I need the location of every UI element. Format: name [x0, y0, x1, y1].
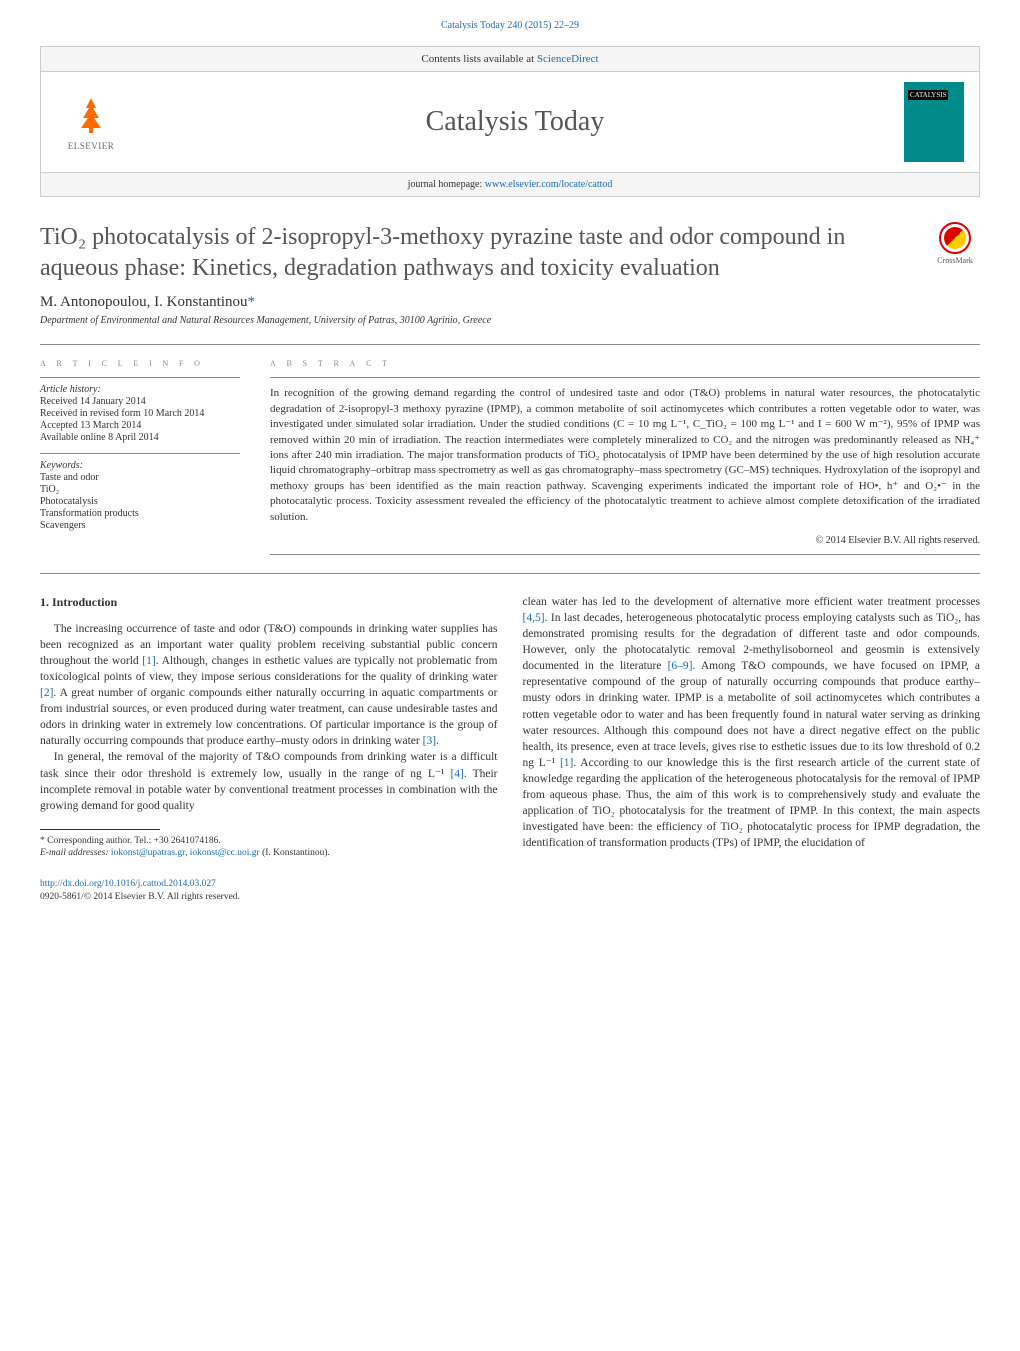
citation-link[interactable]: [2]	[40, 687, 53, 699]
doi-block: http://dx.doi.org/10.1016/j.cattod.2014.…	[40, 878, 498, 905]
corresponding-footnote: * Corresponding author. Tel.: +30 264107…	[40, 835, 498, 847]
doi-link[interactable]: http://dx.doi.org/10.1016/j.cattod.2014.…	[40, 879, 216, 889]
body-columns: 1. Introduction The increasing occurrenc…	[40, 594, 980, 904]
citation-link[interactable]: [6–9]	[668, 660, 693, 672]
abstract-bottom-rule	[270, 554, 980, 555]
keywords-head: Keywords:	[40, 460, 240, 471]
info-abstract-row: a r t i c l e i n f o Article history: R…	[40, 357, 980, 555]
homepage-link[interactable]: www.elsevier.com/locate/cattod	[485, 179, 613, 190]
elsevier-tree-icon	[71, 93, 111, 141]
article-title: TiO₂ photocatalysis of 2-isopropyl-3-met…	[40, 222, 915, 284]
abstract-head: a b s t r a c t	[270, 357, 980, 369]
accepted-date: Accepted 13 March 2014	[40, 420, 240, 431]
email-link[interactable]: iokonst@cc.uoi.gr	[190, 848, 260, 858]
article-history: Article history: Received 14 January 201…	[40, 384, 240, 443]
article-info-head: a r t i c l e i n f o	[40, 357, 240, 369]
citation-link[interactable]: [4]	[450, 768, 463, 780]
footnotes: * Corresponding author. Tel.: +30 264107…	[40, 835, 498, 860]
corresponding-mark[interactable]: *	[248, 294, 256, 310]
email-link[interactable]: iokonst@upatras.gr	[111, 848, 185, 858]
citation-link[interactable]: [4,5]	[523, 612, 545, 624]
received-date: Received 14 January 2014	[40, 396, 240, 407]
right-column: clean water has led to the development o…	[523, 594, 981, 904]
elsevier-logo: ELSEVIER	[56, 87, 126, 157]
abstract-text: In recognition of the growing demand reg…	[270, 386, 980, 525]
homepage-label: journal homepage:	[408, 179, 485, 190]
affiliation: Department of Environmental and Natural …	[40, 315, 980, 326]
author-names: M. Antonopoulou, I. Konstantinou	[40, 294, 248, 310]
keyword: Transformation products	[40, 508, 240, 519]
left-column: 1. Introduction The increasing occurrenc…	[40, 594, 498, 904]
info-rule	[40, 377, 240, 378]
footnote-rule	[40, 829, 160, 830]
sciencedirect-link[interactable]: ScienceDirect	[537, 53, 599, 65]
divider	[40, 344, 980, 345]
intro-heading: 1. Introduction	[40, 594, 498, 611]
article-info-column: a r t i c l e i n f o Article history: R…	[40, 357, 240, 555]
keyword: Photocatalysis	[40, 496, 240, 507]
citation-link[interactable]: [1]	[560, 757, 573, 769]
contents-bar: Contents lists available at ScienceDirec…	[41, 47, 979, 72]
authors-line: M. Antonopoulou, I. Konstantinou*	[40, 294, 980, 311]
elsevier-label: ELSEVIER	[68, 141, 115, 151]
keyword: TiO₂	[40, 484, 240, 495]
homepage-bar: journal homepage: www.elsevier.com/locat…	[41, 172, 979, 196]
keyword: Scavengers	[40, 520, 240, 531]
history-head: Article history:	[40, 384, 240, 395]
citation-link[interactable]: [1]	[142, 655, 155, 667]
keyword: Taste and odor	[40, 472, 240, 483]
crossmark-icon	[939, 222, 971, 254]
journal-header-box: Contents lists available at ScienceDirec…	[40, 46, 980, 197]
abstract-copyright: © 2014 Elsevier B.V. All rights reserved…	[270, 535, 980, 546]
contents-text: Contents lists available at	[421, 53, 536, 65]
crossmark-badge[interactable]: CrossMark	[930, 222, 980, 265]
divider	[40, 573, 980, 574]
email-footnote: E-mail addresses: iokonst@upatras.gr, io…	[40, 847, 498, 859]
citation-header: Catalysis Today 240 (2015) 22–29	[40, 20, 980, 31]
citation-link[interactable]: [3]	[423, 735, 436, 747]
revised-date: Received in revised form 10 March 2014	[40, 408, 240, 419]
online-date: Available online 8 April 2014	[40, 432, 240, 443]
info-rule	[40, 453, 240, 454]
body-para: In general, the removal of the majority …	[40, 749, 498, 813]
body-para: clean water has led to the development o…	[523, 594, 981, 852]
cover-label: CATALYSIS	[908, 90, 948, 100]
body-para: The increasing occurrence of taste and o…	[40, 621, 498, 750]
keywords-block: Keywords: Taste and odor TiO₂ Photocatal…	[40, 460, 240, 531]
issn-copyright: 0920-5861/© 2014 Elsevier B.V. All right…	[40, 892, 240, 902]
header-middle: ELSEVIER Catalysis Today CATALYSIS	[41, 72, 979, 172]
title-row: TiO₂ photocatalysis of 2-isopropyl-3-met…	[40, 222, 980, 284]
journal-cover-thumb: CATALYSIS	[904, 82, 964, 162]
crossmark-label: CrossMark	[930, 256, 980, 265]
abstract-column: a b s t r a c t In recognition of the gr…	[270, 357, 980, 555]
abstract-rule	[270, 377, 980, 378]
journal-title: Catalysis Today	[126, 106, 904, 138]
